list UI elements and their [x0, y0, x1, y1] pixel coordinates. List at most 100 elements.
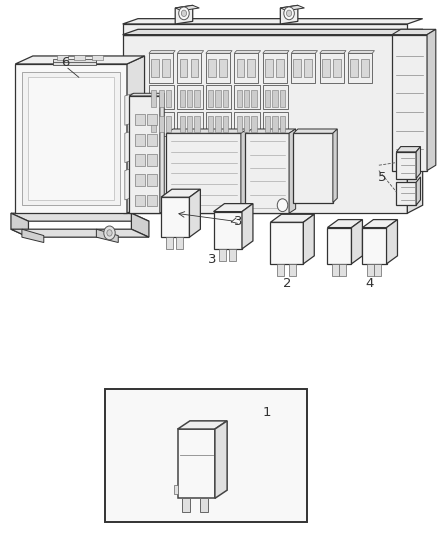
Polygon shape	[214, 212, 242, 249]
Polygon shape	[234, 85, 260, 109]
Polygon shape	[174, 485, 178, 494]
Bar	[180, 116, 185, 132]
Bar	[180, 59, 187, 77]
Polygon shape	[407, 29, 423, 213]
Polygon shape	[189, 189, 201, 237]
Circle shape	[107, 230, 112, 236]
Polygon shape	[131, 213, 149, 237]
Polygon shape	[161, 197, 189, 237]
Bar	[162, 59, 170, 77]
Polygon shape	[160, 93, 164, 213]
Bar	[151, 116, 156, 132]
Bar	[166, 116, 171, 132]
Bar	[135, 154, 145, 166]
Text: 1: 1	[262, 406, 271, 419]
Polygon shape	[175, 5, 199, 11]
Bar	[74, 55, 85, 60]
Bar	[244, 90, 249, 107]
Text: 6: 6	[61, 56, 70, 69]
Bar	[276, 59, 284, 77]
Polygon shape	[234, 53, 258, 83]
Polygon shape	[386, 220, 398, 264]
Polygon shape	[125, 131, 134, 163]
Circle shape	[286, 10, 292, 17]
Polygon shape	[206, 51, 232, 53]
Bar	[159, 116, 164, 132]
Polygon shape	[28, 77, 114, 200]
Polygon shape	[96, 229, 118, 243]
Bar	[219, 249, 226, 261]
Bar	[277, 264, 284, 276]
Text: 3: 3	[234, 215, 243, 228]
Bar	[187, 90, 192, 107]
Bar	[57, 55, 68, 60]
Polygon shape	[348, 53, 372, 83]
Polygon shape	[11, 229, 149, 237]
Polygon shape	[416, 147, 420, 179]
Bar	[293, 59, 301, 77]
Bar	[361, 59, 369, 77]
Bar	[272, 116, 278, 132]
Bar	[147, 134, 157, 146]
Circle shape	[179, 7, 189, 20]
Polygon shape	[125, 93, 134, 125]
Polygon shape	[11, 213, 28, 237]
Polygon shape	[206, 112, 231, 136]
Polygon shape	[123, 19, 423, 24]
Polygon shape	[177, 112, 203, 136]
Bar	[333, 59, 341, 77]
Polygon shape	[320, 53, 344, 83]
Polygon shape	[149, 53, 173, 83]
Polygon shape	[129, 93, 164, 96]
Bar	[182, 498, 190, 512]
Bar	[215, 90, 221, 107]
Text: 5: 5	[378, 171, 386, 184]
Polygon shape	[303, 214, 314, 264]
Bar	[187, 116, 192, 132]
Bar	[219, 59, 227, 77]
Bar	[147, 195, 157, 206]
Circle shape	[277, 199, 288, 212]
Bar	[374, 264, 381, 276]
Polygon shape	[245, 129, 296, 133]
Polygon shape	[15, 64, 127, 213]
Bar	[159, 90, 164, 107]
Polygon shape	[263, 51, 289, 53]
Polygon shape	[149, 85, 174, 109]
Polygon shape	[11, 213, 149, 221]
Bar	[92, 55, 103, 60]
Bar	[229, 249, 236, 261]
Polygon shape	[280, 5, 298, 24]
Polygon shape	[351, 220, 362, 264]
Polygon shape	[177, 51, 204, 53]
Bar	[350, 59, 358, 77]
Bar	[251, 90, 257, 107]
Bar	[237, 90, 242, 107]
Bar	[265, 90, 270, 107]
Bar	[332, 264, 339, 276]
Bar	[322, 59, 330, 77]
Bar	[247, 59, 255, 77]
Polygon shape	[241, 129, 247, 213]
Bar	[223, 90, 228, 107]
Polygon shape	[245, 133, 289, 213]
Bar	[180, 90, 185, 107]
Polygon shape	[175, 5, 193, 24]
Bar	[251, 116, 257, 132]
Circle shape	[104, 226, 115, 240]
Polygon shape	[242, 204, 253, 249]
Polygon shape	[161, 189, 201, 197]
Bar	[208, 90, 213, 107]
Polygon shape	[362, 220, 398, 228]
Text: 4: 4	[366, 277, 374, 290]
Polygon shape	[53, 59, 96, 62]
Polygon shape	[234, 51, 261, 53]
Bar	[215, 116, 221, 132]
Bar	[166, 90, 171, 107]
Polygon shape	[125, 168, 134, 200]
Bar	[135, 114, 145, 125]
Polygon shape	[396, 152, 416, 179]
Polygon shape	[291, 53, 315, 83]
Bar	[151, 59, 159, 77]
Polygon shape	[149, 112, 174, 136]
